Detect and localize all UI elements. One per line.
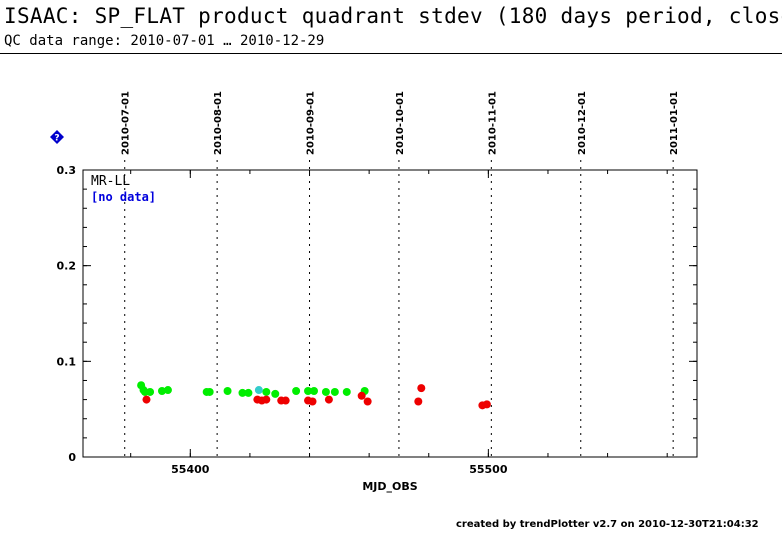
data-point xyxy=(157,386,166,395)
data-point xyxy=(244,388,253,397)
data-point xyxy=(163,386,172,395)
svg-text:?: ? xyxy=(54,134,59,144)
data-point xyxy=(146,387,155,396)
y-tick-label: 0 xyxy=(68,451,76,464)
plot-frame xyxy=(82,169,698,458)
date-label: 2010-11-01 xyxy=(487,91,498,155)
y-tick-label: 0.2 xyxy=(57,260,77,273)
data-point xyxy=(324,395,333,404)
data-point xyxy=(205,387,214,396)
help-diamond-icon[interactable]: ? xyxy=(50,130,64,144)
y-tick-label: 0.3 xyxy=(57,164,77,177)
data-point xyxy=(342,387,351,396)
title-divider xyxy=(0,53,782,54)
axis-ticks: 0 0.1 0.2 0.3 55400 55500 xyxy=(57,164,697,476)
x-tick-label: 55500 xyxy=(469,463,508,476)
x-tick-label: 55400 xyxy=(171,463,210,476)
data-point xyxy=(321,387,330,396)
date-label: 2010-07-01 xyxy=(121,91,132,155)
data-point xyxy=(271,389,280,398)
data-point xyxy=(309,386,318,395)
date-label: 2010-12-01 xyxy=(577,91,588,155)
data-points xyxy=(137,381,491,410)
data-point xyxy=(254,386,263,395)
data-point xyxy=(330,387,339,396)
data-point xyxy=(223,386,232,395)
date-label: 2010-08-01 xyxy=(213,91,224,155)
legend-no-data-label: [no data] xyxy=(91,190,156,204)
data-point xyxy=(292,386,301,395)
x-axis-label: MJD_OBS xyxy=(362,480,417,493)
date-label: 2010-09-01 xyxy=(306,91,317,155)
qc-data-range: QC data range: 2010-07-01 … 2010-12-29 xyxy=(4,33,325,49)
data-point xyxy=(238,388,247,397)
chart-title: ISAAC: SP_FLAT product quadrant stdev (1… xyxy=(4,4,782,28)
y-tick-label: 0.1 xyxy=(57,355,77,368)
data-point xyxy=(304,386,313,395)
data-point xyxy=(363,397,372,406)
date-gridlines: 2010-07-01 2010-08-01 2010-09-01 2010-10-01… xyxy=(121,91,680,457)
data-point xyxy=(262,387,271,396)
data-point xyxy=(262,395,271,404)
data-point xyxy=(281,396,290,405)
data-point xyxy=(414,397,423,406)
data-point xyxy=(417,384,426,393)
data-point xyxy=(142,395,151,404)
date-label: 2010-10-01 xyxy=(395,91,406,155)
legend-series-label: MR-LL xyxy=(91,174,130,189)
data-point xyxy=(308,397,317,406)
date-label: 2011-01-01 xyxy=(669,91,680,155)
data-point xyxy=(482,400,491,409)
footer-credit: created by trendPlotter v2.7 on 2010-12-… xyxy=(456,519,759,530)
data-point xyxy=(357,391,366,400)
